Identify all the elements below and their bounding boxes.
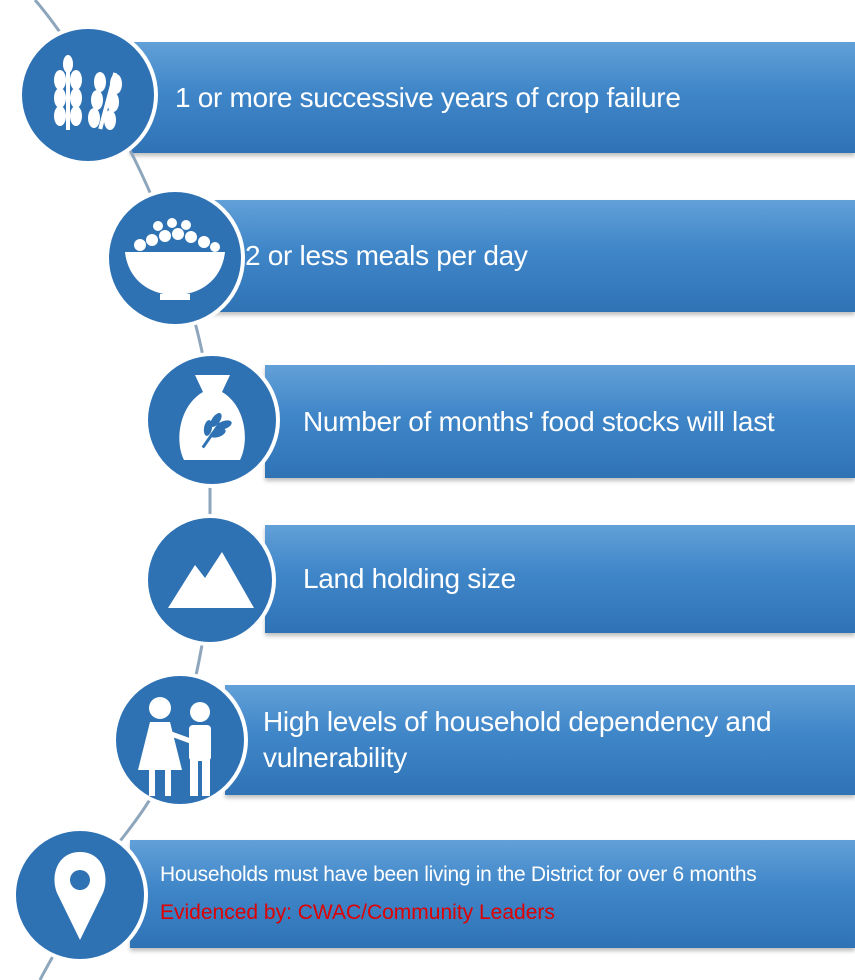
banner: Number of months' food stocks will last bbox=[265, 365, 855, 478]
banner: 2 or less meals per day bbox=[200, 200, 855, 312]
banner: 1 or more successive years of crop failu… bbox=[130, 42, 855, 153]
item-text: Number of months' food stocks will last bbox=[303, 405, 775, 437]
item-text: Land holding size bbox=[303, 563, 516, 594]
banner: Households must have been living in the … bbox=[130, 840, 855, 948]
item-text: 2 or less meals per day bbox=[245, 240, 528, 271]
circle-icon bbox=[18, 25, 158, 165]
circle-icon bbox=[144, 514, 276, 646]
evidence-text: Evidenced by: CWAC/Community Leaders bbox=[160, 901, 555, 924]
item-text: 1 or more successive years of crop failu… bbox=[175, 81, 681, 113]
item-text: Households must have been living in the … bbox=[160, 863, 757, 886]
banner: Land holding size bbox=[265, 525, 855, 633]
circle-icon bbox=[12, 827, 148, 963]
item-text: High levels of household dependency and … bbox=[263, 706, 772, 773]
banner: High levels of household dependency and … bbox=[225, 685, 855, 795]
circle-icon bbox=[105, 188, 245, 328]
circle-icon bbox=[112, 672, 248, 808]
circle-icon bbox=[144, 352, 280, 488]
